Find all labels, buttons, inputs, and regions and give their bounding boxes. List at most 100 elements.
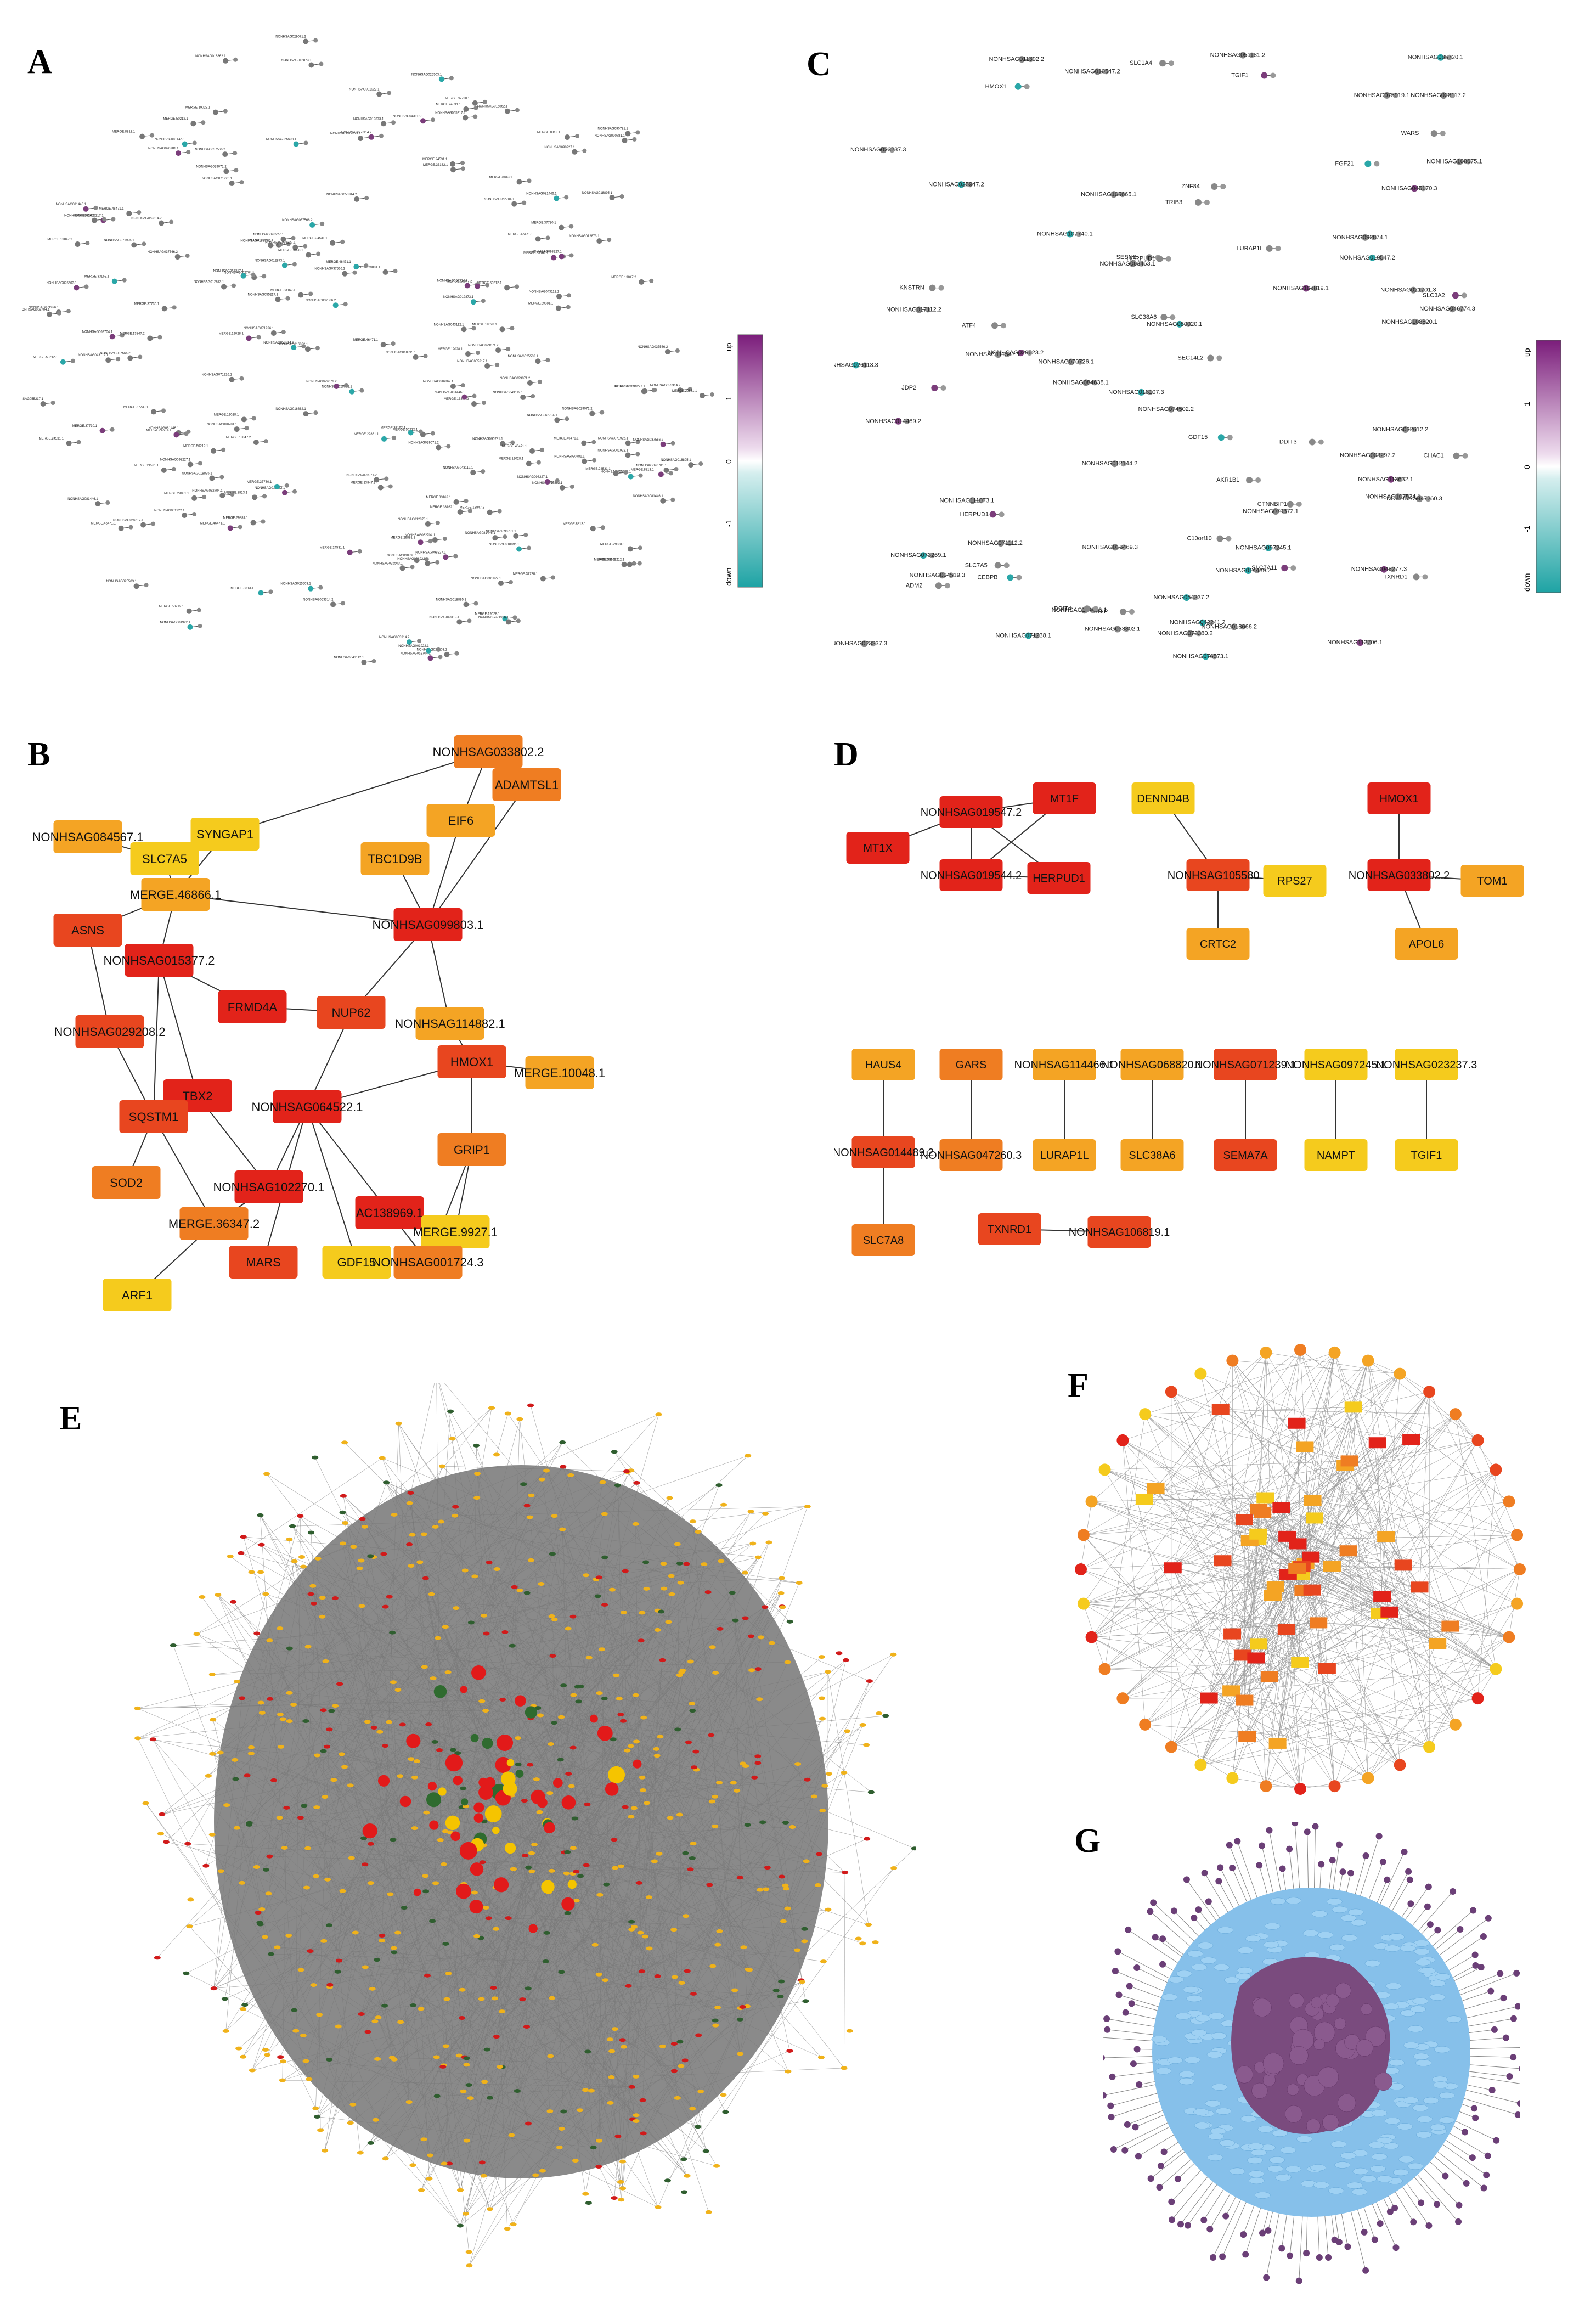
node <box>665 1620 672 1624</box>
node <box>595 1972 602 1977</box>
edge <box>513 1858 693 2225</box>
node <box>339 1541 346 1546</box>
node <box>944 583 950 589</box>
edge <box>138 1738 537 1780</box>
node <box>680 2190 687 2194</box>
node <box>320 221 325 226</box>
node <box>212 109 218 115</box>
node <box>1313 2181 1329 2189</box>
node <box>1312 285 1318 291</box>
outer-node <box>1375 1833 1383 1840</box>
edge <box>1231 1669 1496 1691</box>
node <box>742 1616 749 1620</box>
edge <box>1231 1551 1349 1691</box>
node <box>449 1748 456 1752</box>
node <box>209 475 215 481</box>
gene-label: NAMPT <box>1317 1150 1355 1162</box>
edge <box>1368 1669 1496 1778</box>
node <box>582 2088 589 2092</box>
node <box>526 460 532 466</box>
edge <box>421 1808 635 2191</box>
edge <box>496 1557 759 2037</box>
hub-node <box>426 1792 442 1808</box>
node <box>498 2009 505 2014</box>
node <box>1410 286 1417 294</box>
gene-node <box>939 796 1003 828</box>
edge <box>448 1672 606 1980</box>
node <box>666 1496 673 1500</box>
node <box>367 1881 374 1885</box>
node <box>395 1421 402 1426</box>
node <box>1211 654 1217 660</box>
edge <box>1312 1500 1403 1566</box>
edge <box>1345 1873 1351 1895</box>
edge <box>1171 1536 1386 1747</box>
gene-node <box>1033 1139 1096 1171</box>
node <box>560 1465 567 1469</box>
edge <box>1172 1360 1233 1568</box>
node-label: NONHSAG018895.1 <box>182 472 212 475</box>
edge <box>1332 1844 1340 1893</box>
node <box>867 1790 875 1794</box>
edge <box>1258 1644 1400 1765</box>
edge <box>1464 2037 1507 2041</box>
edge <box>465 1806 788 2072</box>
edge <box>270 1594 672 1699</box>
node-label: NONHSAG081446.1 <box>148 427 179 430</box>
edge <box>1463 2018 1514 2028</box>
node <box>525 1865 532 1870</box>
node <box>1192 595 1198 601</box>
edge <box>1107 2029 1159 2036</box>
edge <box>588 1675 680 2052</box>
node <box>307 1530 314 1535</box>
node <box>528 1869 535 1873</box>
gene-label: MT1F <box>1050 793 1079 805</box>
edge <box>342 1512 693 1711</box>
edge <box>213 1806 625 1989</box>
edge <box>173 1645 682 1673</box>
node <box>504 108 510 114</box>
edge <box>685 1506 808 1854</box>
edge <box>758 1669 803 1982</box>
node <box>304 1645 312 1649</box>
node <box>161 467 167 473</box>
node <box>467 509 472 514</box>
node-label: NONHSAG090781.1 <box>636 464 667 468</box>
node-label: NONHSAG012873.1 <box>330 132 361 136</box>
node <box>989 511 996 518</box>
node <box>639 2098 646 2102</box>
gene-node <box>355 1196 424 1229</box>
gene-node <box>851 1224 915 1256</box>
edge <box>365 1864 594 2148</box>
outer-node <box>1401 1848 1408 1855</box>
node <box>196 607 201 612</box>
node <box>362 1862 369 1867</box>
edge <box>295 1558 318 2031</box>
edge <box>1222 1560 1509 1637</box>
node <box>1296 2136 1312 2143</box>
node <box>472 393 477 398</box>
node <box>331 1704 339 1708</box>
edge <box>1171 1700 1245 1747</box>
node <box>545 235 550 240</box>
node-label: NONHSAG081446.1 <box>434 391 465 395</box>
edge <box>225 1747 252 2031</box>
edge <box>551 1852 565 1871</box>
node <box>601 1696 608 1700</box>
edge <box>430 1909 828 2156</box>
node <box>895 418 902 425</box>
edge <box>674 1977 741 2008</box>
gene-node <box>1087 1216 1151 1248</box>
node <box>814 1883 821 1887</box>
node <box>352 1930 359 1935</box>
node <box>1329 1944 1345 1951</box>
gene-node <box>421 1215 490 1248</box>
edge <box>1220 1409 1518 1604</box>
node <box>1260 1346 1272 1359</box>
edge <box>137 1738 316 2109</box>
node <box>384 476 389 481</box>
node-label: NONHSAG037566.2 <box>195 148 225 151</box>
edge <box>1429 1392 1520 1570</box>
node-label: NONHSAG073380.2 <box>1157 630 1213 637</box>
node <box>339 1889 346 1893</box>
